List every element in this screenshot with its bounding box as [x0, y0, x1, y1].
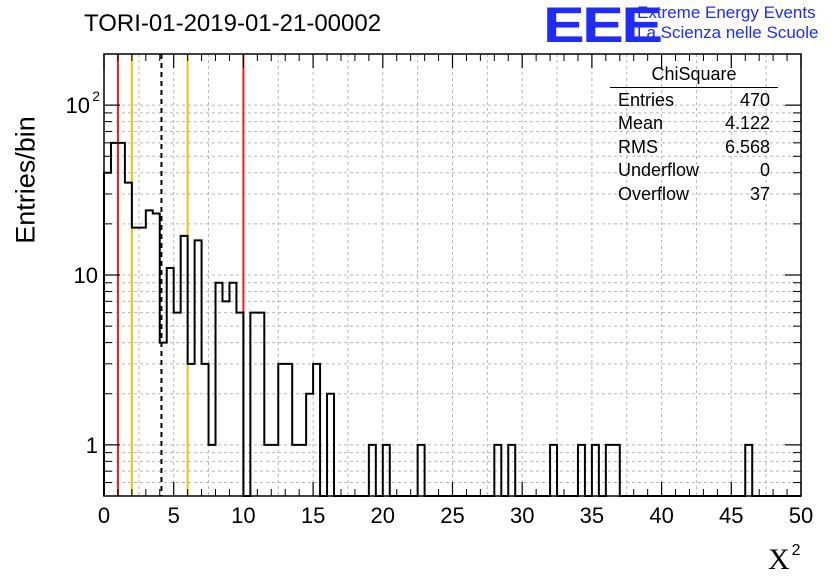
stats-label: Mean	[618, 113, 664, 133]
stats-value: 470	[739, 89, 770, 110]
stats-value: 6.568	[724, 136, 770, 157]
y-tick-label-exponent: 2	[92, 88, 100, 104]
stats-rows: Entries 470 Mean 4.122 RMS 6.568 Underflow 0 Ove…	[610, 89, 778, 207]
eee-logo: EEE	[543, 0, 663, 53]
stats-label: Entries	[618, 89, 675, 110]
x-tick-label: 35	[580, 503, 604, 528]
stats-row-mean: Mean 4.122	[610, 112, 778, 136]
stats-label: Underflow	[618, 160, 700, 180]
x-tick-label: 0	[98, 503, 110, 528]
x-tick-label: 15	[301, 503, 325, 528]
chart-title: TORI-01-2019-01-21-00002	[84, 10, 382, 37]
stats-label: Overflow	[618, 183, 690, 204]
x-tick-label: 45	[719, 503, 743, 528]
x-tick-label: 20	[371, 503, 395, 528]
x-axis-label-superscript: 2	[791, 542, 801, 559]
stats-label: RMS	[618, 136, 658, 157]
y-tick-label: 10	[66, 93, 90, 118]
stats-box: ChiSquare Entries 470 Mean 4.122 RMS 6.568 Und…	[610, 63, 778, 206]
stats-row-entries: Entries 470	[610, 89, 778, 113]
x-tick-label: 40	[649, 503, 673, 528]
x-tick-label: 50	[789, 503, 813, 528]
y-tick-label: 10	[74, 263, 98, 288]
x-tick-label: 25	[440, 503, 464, 528]
x-axis-label-text: X	[768, 543, 790, 576]
logo-caption-line2: La Scienza nelle Scuole	[637, 23, 819, 42]
stats-row-overflow: Overflow 37	[610, 183, 778, 207]
stats-value: 0	[759, 160, 770, 180]
x-tick-label: 30	[510, 503, 534, 528]
stats-title: ChiSquare	[610, 63, 778, 88]
y-tick-label: 1	[86, 433, 98, 458]
stats-row-rms: RMS 6.568	[610, 136, 778, 160]
x-tick-label: 10	[231, 503, 255, 528]
stats-row-underflow: Underflow 0	[610, 159, 778, 183]
stats-value: 37	[749, 183, 770, 204]
stats-value: 4.122	[724, 113, 770, 133]
x-tick-label: 5	[168, 503, 180, 528]
logo-caption-line1: Extreme Energy Events	[637, 3, 816, 22]
